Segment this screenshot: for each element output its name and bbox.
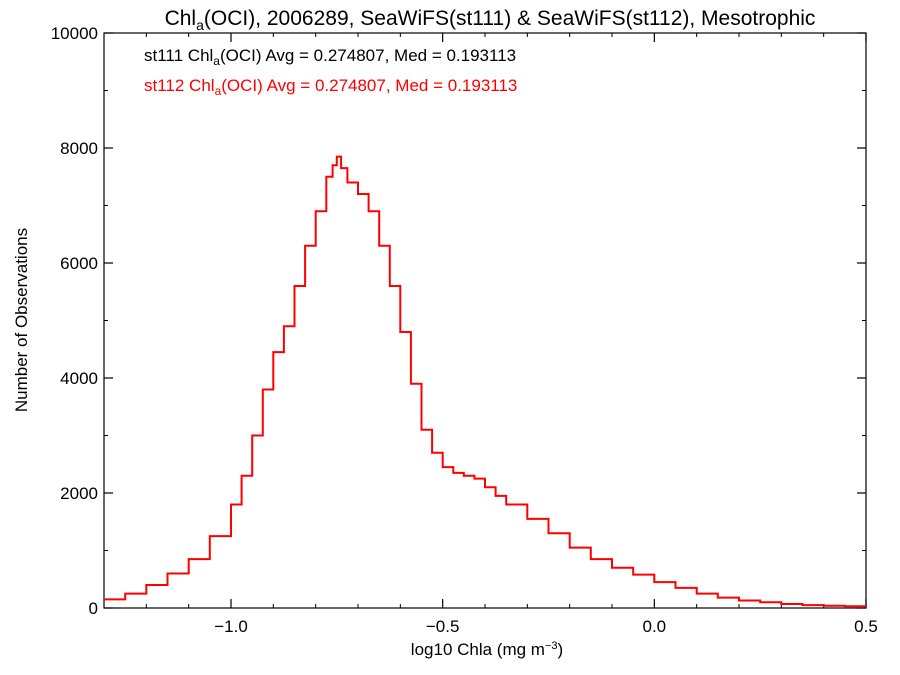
y-tick-label: 6000 [60, 254, 98, 273]
x-axis-ticks: −1.0 −0.5 0.0 0.5 [145, 33, 878, 636]
legend-entry-st111: st111 Chla(OCI) Avg = 0.274807, Med = 0.… [144, 46, 516, 68]
y-tick-label: 10000 [51, 24, 98, 43]
x-tick-label: −1.0 [214, 617, 248, 636]
plot-frame [103, 32, 867, 609]
x-tick-label: 0.0 [643, 617, 667, 636]
series-line-0 [104, 155, 867, 608]
y-tick-label: 8000 [60, 139, 98, 158]
legend-entry-st112: st112 Chla(OCI) Avg = 0.274807, Med = 0.… [144, 76, 517, 98]
y-axis-ticks: 0 2000 4000 6000 8000 10000 [51, 24, 866, 618]
x-tick-label: −0.5 [426, 617, 460, 636]
y-tick-label: 0 [89, 599, 98, 618]
series-layer [104, 155, 867, 608]
y-tick-label: 4000 [60, 369, 98, 388]
chart-title: Chla(OCI), 2006289, SeaWiFS(st111) & Sea… [165, 7, 816, 33]
x-axis-label: log10 Chla (mg m−3) [411, 640, 563, 659]
y-axis-label: Number of Observations [12, 228, 31, 412]
x-tick-label: 0.5 [854, 617, 878, 636]
y-tick-label: 2000 [60, 484, 98, 503]
